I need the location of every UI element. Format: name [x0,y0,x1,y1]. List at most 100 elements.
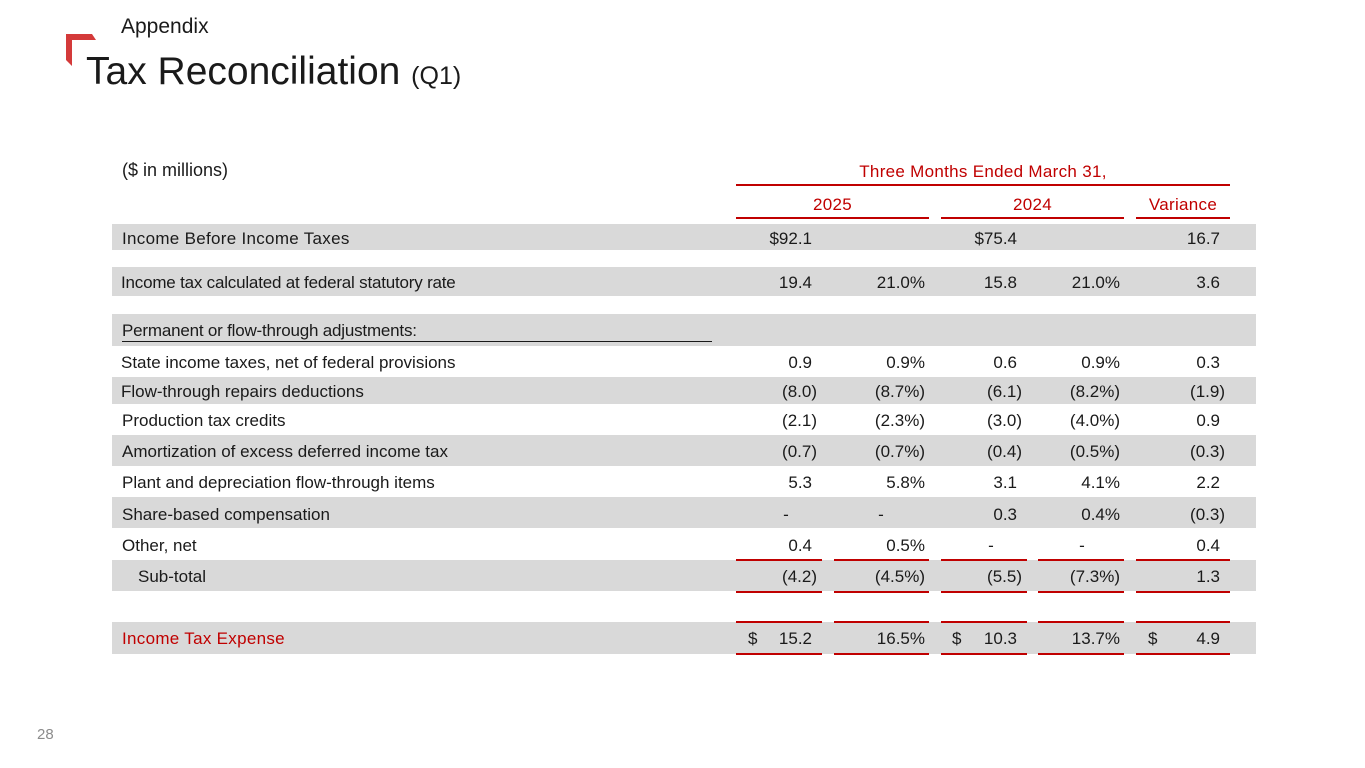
section-label: Appendix [121,15,209,38]
value-2025: - [783,505,789,524]
value-2024: 15.8 [983,273,1017,292]
subtotal-bottom-rule [736,591,822,593]
adjustment-label: Plant and depreciation flow-through item… [122,473,435,492]
pct-2024: 4.1% [1081,473,1120,492]
value-2025: 19.4 [778,273,812,292]
row-band [112,377,1256,404]
subtotal-top-rule [941,559,1027,561]
income-tax-expense-label: Income Tax Expense [122,629,285,648]
subtotal-bottom-rule [1136,591,1230,593]
subtotal-label: Sub-total [138,567,207,586]
total-bottom-rule [736,653,822,655]
value-2024: 0.6 [993,353,1017,372]
adjustments-header: Permanent or flow-through adjustments: [122,321,417,340]
total-top-rule [834,621,929,623]
col-header-variance: Variance [1136,195,1230,219]
value-2025: 5.3 [788,473,812,492]
row-band [112,622,1256,654]
pct-2025: 21.0% [876,273,925,292]
currency-symbol: $ [1148,629,1158,648]
variance-value: 1.3 [1196,567,1220,586]
period-header: Three Months Ended March 31, [736,162,1230,186]
pct-2025: (2.3%) [874,411,925,430]
pct-2024: (8.2%) [1069,382,1120,401]
pct-2025: (8.7%) [874,382,925,401]
corner-bracket-icon [66,34,96,66]
adjustment-label: State income taxes, net of federal provi… [121,353,456,372]
total-top-rule [1136,621,1230,623]
value-2025: (4.2) [782,567,817,586]
pct-2024: (7.3%) [1069,567,1120,586]
value-2025: 15.2 [778,629,812,648]
value-2024: (5.5) [987,567,1022,586]
value-2024: (6.1) [987,382,1022,401]
variance-value: (0.3) [1190,505,1225,524]
pct-2025: (0.7%) [874,442,925,461]
value-2025: (2.1) [782,411,817,430]
total-bottom-rule [941,653,1027,655]
variance-value: 2.2 [1196,473,1220,492]
variance-value: (0.3) [1190,442,1225,461]
pct-2024: 0.4% [1081,505,1120,524]
adjustments-underline [122,341,712,342]
value-2025: $92.1 [769,229,812,248]
pct-2025: 5.8% [886,473,925,492]
adjustment-label: Flow-through repairs deductions [121,382,364,401]
value-2024: (3.0) [987,411,1022,430]
pct-2024: - [1079,536,1085,555]
col-header-2024: 2024 [941,195,1124,219]
page-number: 28 [37,726,54,743]
value-2024: 0.3 [993,505,1017,524]
title-suffix: (Q1) [411,62,462,90]
total-bottom-rule [1038,653,1124,655]
total-top-rule [1038,621,1124,623]
adjustment-label: Production tax credits [122,411,286,430]
subtotal-top-rule [834,559,929,561]
income-before-taxes-label: Income Before Income Taxes [122,229,350,248]
value-2024: $75.4 [974,229,1017,248]
variance-value: 0.4 [1196,536,1220,555]
row-band [112,560,1256,591]
value-2025: 0.4 [788,536,812,555]
units-label: ($ in millions) [122,160,229,180]
total-bottom-rule [1136,653,1230,655]
col-header-2025: 2025 [736,195,929,219]
variance-value: 4.9 [1196,629,1220,648]
value-2025: (8.0) [782,382,817,401]
subtotal-top-rule [736,559,822,561]
statutory-rate-label: Income tax calculated at federal statuto… [121,273,456,292]
pct-2025: - [878,505,884,524]
value-2025: (0.7) [782,442,817,461]
pct-2024: 13.7% [1071,629,1120,648]
title-main: Tax Reconciliation [86,50,401,93]
value-2024: 3.1 [993,473,1017,492]
value-2024: 10.3 [983,629,1017,648]
row-band [112,435,1256,466]
value-2024: (0.4) [987,442,1022,461]
variance-value: 16.7 [1186,229,1220,248]
currency-symbol: $ [748,629,758,648]
subtotal-bottom-rule [941,591,1027,593]
pct-2024: (4.0%) [1069,411,1120,430]
pct-2025: 0.9% [886,353,925,372]
subtotal-bottom-rule [834,591,929,593]
subtotal-bottom-rule [1038,591,1124,593]
total-top-rule [941,621,1027,623]
subtotal-top-rule [1136,559,1230,561]
pct-2024: 0.9% [1081,353,1120,372]
value-2024: - [988,536,994,555]
row-band [112,497,1256,528]
variance-value: 0.3 [1196,353,1220,372]
row-band [112,314,1256,346]
variance-value: 3.6 [1196,273,1220,292]
total-bottom-rule [834,653,929,655]
adjustment-label: Amortization of excess deferred income t… [122,442,448,461]
pct-2025: 16.5% [876,629,925,648]
currency-symbol: $ [952,629,962,648]
page-title: Tax Reconciliation (Q1) [86,52,461,91]
row-band [112,267,1256,296]
row-band [112,224,1256,250]
adjustment-label: Share-based compensation [122,505,330,524]
pct-2025: (4.5%) [874,567,925,586]
subtotal-top-rule [1038,559,1124,561]
